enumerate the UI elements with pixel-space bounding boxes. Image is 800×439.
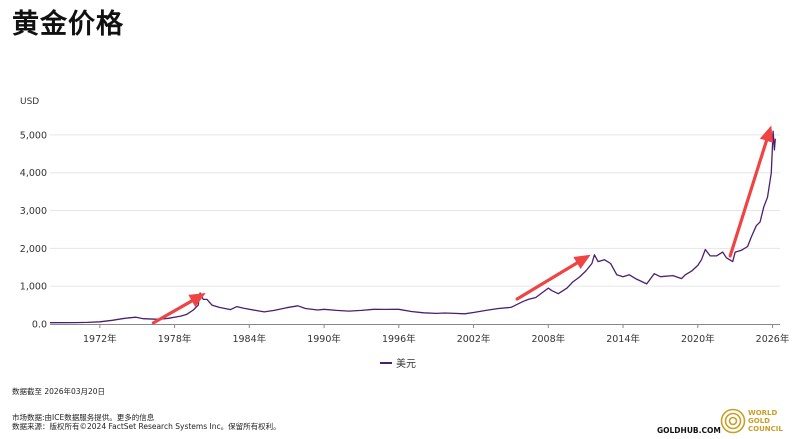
market-data-text: 市场数据:由ICE数据服务提供。 xyxy=(12,413,117,422)
y-tick-label: 1,000 xyxy=(20,282,47,293)
annotation-arrow-1 xyxy=(151,299,194,325)
x-tick-label: 1984年 xyxy=(232,333,266,345)
logo-line: WORLD xyxy=(748,409,778,417)
x-tick-label: 2014年 xyxy=(606,333,640,345)
y-tick-label: 0.0 xyxy=(32,320,47,331)
annotation-arrow-3 xyxy=(728,139,769,258)
wgc-logo-icon xyxy=(720,408,746,434)
x-tick-label: 1978年 xyxy=(158,333,192,345)
data-source: 数据来源：版权所有©2024 FactSet Research Systems … xyxy=(12,422,281,431)
more-info-link[interactable]: 更多的信息 xyxy=(116,413,155,422)
logo-line: COUNCIL xyxy=(748,425,783,433)
x-tick-label: 2020年 xyxy=(681,333,715,345)
x-tick-label: 2008年 xyxy=(531,333,565,345)
x-tick-label: 2002年 xyxy=(457,333,491,345)
y-axis-title: USD xyxy=(20,97,39,107)
annotation-arrowhead-2 xyxy=(573,254,591,270)
logo-line: GOLD xyxy=(748,417,770,425)
page-title: 黄金价格 xyxy=(12,9,124,40)
y-tick-label: 5,000 xyxy=(20,130,47,141)
y-tick-label: 4,000 xyxy=(20,168,47,179)
wgc-logo-text: WORLD GOLD COUNCIL xyxy=(748,409,783,433)
annotation-arrowhead-3 xyxy=(759,125,774,143)
market-data-note: 市场数据:由ICE数据服务提供。更多的信息 xyxy=(12,412,154,423)
legend-swatch xyxy=(380,361,392,364)
x-tick-label: 1996年 xyxy=(382,333,416,345)
y-tick-label: 2,000 xyxy=(20,244,47,255)
x-tick-label: 1972年 xyxy=(83,333,117,345)
legend[interactable]: 美元 xyxy=(380,355,416,370)
goldhub-link[interactable]: GOLDHUB.COM xyxy=(657,426,721,435)
annotation-arrowhead-1 xyxy=(188,292,206,308)
y-tick-label: 3,000 xyxy=(20,206,47,217)
x-tick-label: 1990年 xyxy=(307,333,341,345)
data-as-of: 数据截至 2026年03月20日 xyxy=(12,387,106,396)
legend-label: 美元 xyxy=(396,359,416,370)
x-tick-label: 2026年 xyxy=(756,333,790,345)
series-line-usd xyxy=(49,130,776,324)
annotation-arrow-2 xyxy=(515,261,579,301)
